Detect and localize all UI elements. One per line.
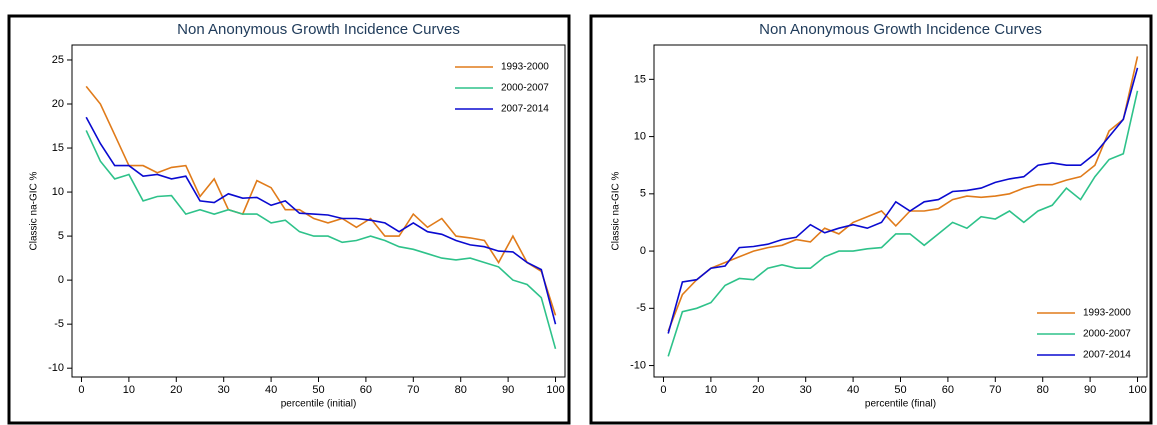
y-tick-label: 15 bbox=[52, 142, 64, 154]
x-axis-label: percentile (initial) bbox=[281, 399, 357, 410]
chart-title: Non Anonymous Growth Incidence Curves bbox=[759, 21, 1042, 38]
x-axis-label: percentile (final) bbox=[865, 399, 936, 410]
series-line bbox=[667, 90, 1139, 357]
legend-label: 1993-2000 bbox=[1083, 308, 1131, 319]
x-tick-label: 30 bbox=[800, 384, 812, 396]
y-tick-label: 10 bbox=[634, 130, 646, 142]
series-line bbox=[85, 130, 557, 350]
y-tick-label: 5 bbox=[640, 188, 646, 200]
y-tick-label: 0 bbox=[58, 274, 64, 286]
x-tick-label: 100 bbox=[546, 384, 564, 396]
x-tick-label: 70 bbox=[407, 384, 419, 396]
y-tick-label: 20 bbox=[52, 98, 64, 110]
legend-label: 1993-2000 bbox=[501, 62, 549, 73]
y-axis-label: Classic na-GIC % bbox=[29, 171, 40, 250]
legend-label: 2007-2014 bbox=[1083, 350, 1131, 361]
chart-title: Non Anonymous Growth Incidence Curves bbox=[177, 21, 460, 38]
legend-label: 2007-2014 bbox=[501, 104, 549, 115]
y-tick-label: 10 bbox=[52, 186, 64, 198]
x-tick-label: 90 bbox=[1084, 384, 1096, 396]
x-tick-label: 20 bbox=[170, 384, 182, 396]
x-tick-label: 90 bbox=[502, 384, 514, 396]
y-tick-label: 15 bbox=[634, 73, 646, 85]
panel-frame bbox=[589, 14, 1153, 425]
series-line bbox=[85, 85, 557, 316]
x-tick-label: 0 bbox=[660, 384, 666, 396]
y-tick-label: -5 bbox=[54, 318, 64, 330]
x-tick-label: 70 bbox=[989, 384, 1001, 396]
x-tick-label: 10 bbox=[123, 384, 135, 396]
x-tick-label: 80 bbox=[1037, 384, 1049, 396]
panel-frame bbox=[7, 14, 571, 425]
y-axis-label: Classic na-GIC % bbox=[611, 171, 622, 250]
legend-label: 2000-2007 bbox=[1083, 329, 1131, 340]
x-tick-label: 60 bbox=[942, 384, 954, 396]
x-tick-label: 30 bbox=[218, 384, 230, 396]
x-tick-label: 50 bbox=[312, 384, 324, 396]
series-line bbox=[667, 56, 1139, 332]
y-tick-label: -10 bbox=[48, 362, 64, 374]
legend-label: 2000-2007 bbox=[501, 83, 549, 94]
x-tick-label: 0 bbox=[78, 384, 84, 396]
x-tick-label: 100 bbox=[1128, 384, 1146, 396]
plot-frame bbox=[653, 44, 1148, 378]
y-tick-label: 0 bbox=[640, 245, 646, 257]
series-line bbox=[667, 67, 1139, 334]
x-tick-label: 40 bbox=[265, 384, 277, 396]
y-tick-label: -5 bbox=[636, 302, 646, 314]
y-tick-label: 25 bbox=[52, 54, 64, 66]
y-tick-label: -10 bbox=[630, 359, 646, 371]
series-line bbox=[85, 116, 557, 325]
x-tick-label: 60 bbox=[360, 384, 372, 396]
plot-frame bbox=[71, 44, 566, 378]
x-tick-label: 10 bbox=[705, 384, 717, 396]
x-tick-label: 20 bbox=[752, 384, 764, 396]
x-tick-label: 40 bbox=[847, 384, 859, 396]
x-tick-label: 80 bbox=[455, 384, 467, 396]
x-tick-label: 50 bbox=[894, 384, 906, 396]
y-tick-label: 5 bbox=[58, 230, 64, 242]
